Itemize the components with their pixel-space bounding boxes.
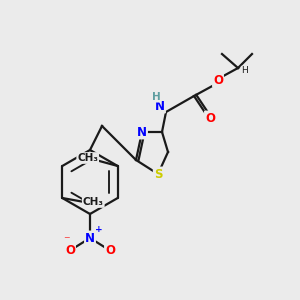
Text: O: O [213, 74, 223, 86]
Text: S: S [154, 167, 162, 181]
Text: O: O [65, 244, 75, 256]
Text: CH₃: CH₃ [83, 197, 104, 207]
Text: ⁻: ⁻ [63, 234, 70, 247]
Text: O: O [205, 112, 215, 124]
Text: H: H [152, 92, 161, 102]
Text: O: O [105, 244, 115, 256]
Text: N: N [155, 100, 165, 112]
Text: CH₃: CH₃ [77, 153, 98, 163]
Text: N: N [85, 232, 95, 244]
Text: N: N [137, 125, 147, 139]
Text: H: H [241, 66, 248, 75]
Text: +: + [95, 225, 103, 234]
